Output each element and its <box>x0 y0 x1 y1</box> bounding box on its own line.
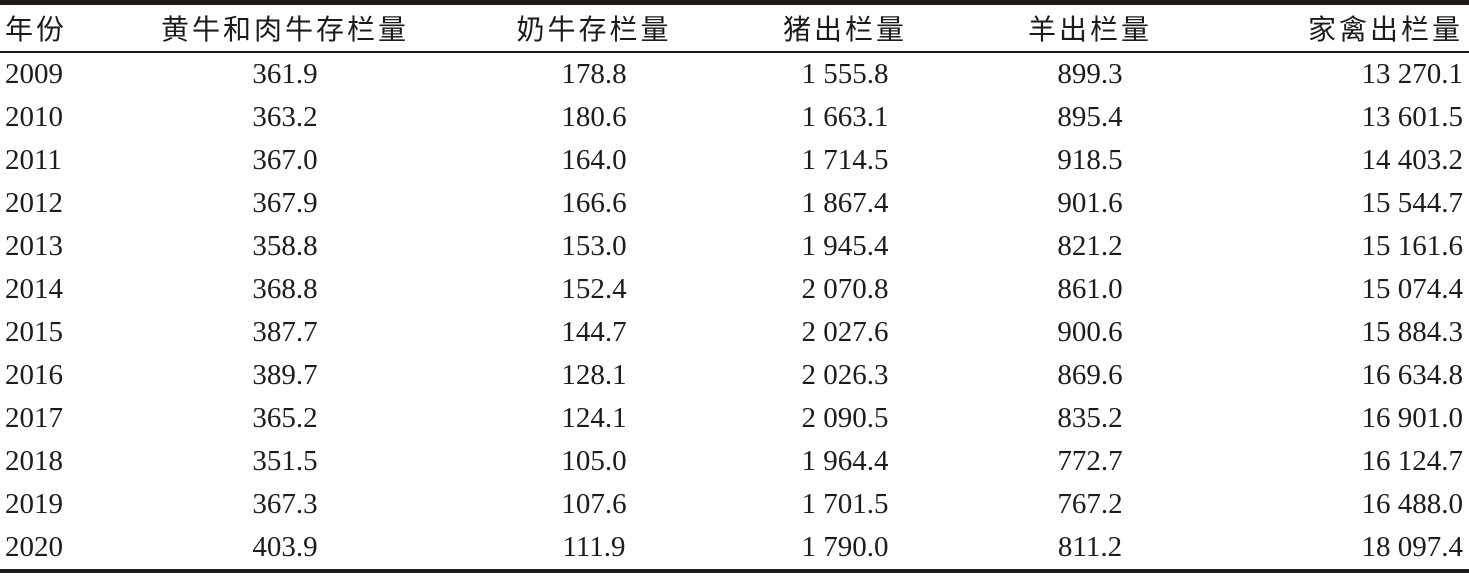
table-row: 2017 365.2 124.1 2 090.5 835.2 16 901.0 <box>0 397 1469 440</box>
table-row: 2011 367.0 164.0 1 714.5 918.5 14 403.2 <box>0 139 1469 182</box>
value-cell: 178.8 <box>561 58 627 90</box>
value-cell: 900.6 <box>1057 316 1123 348</box>
value-cell: 1 663.1 <box>801 101 889 133</box>
value-cell: 2 026.3 <box>801 359 889 391</box>
value-cell: 15 074.4 <box>1361 273 1464 305</box>
value-cell: 1 555.8 <box>801 58 889 90</box>
value-cell: 18 097.4 <box>1361 531 1464 563</box>
value-cell: 361.9 <box>252 58 318 90</box>
value-cell: 2 070.8 <box>801 273 889 305</box>
value-cell: 180.6 <box>561 101 627 133</box>
value-cell: 144.7 <box>561 316 627 348</box>
value-cell: 367.0 <box>252 144 318 176</box>
column-header-pig-slaughter: 猪出栏量 <box>782 15 907 46</box>
value-cell: 105.0 <box>561 445 627 477</box>
table-row: 2018 351.5 105.0 1 964.4 772.7 16 124.7 <box>0 440 1469 483</box>
value-cell: 365.2 <box>252 402 318 434</box>
value-cell: 15 161.6 <box>1361 230 1464 262</box>
table-row: 2010 363.2 180.6 1 663.1 895.4 13 601.5 <box>0 96 1469 139</box>
table-row: 2020 403.9 111.9 1 790.0 811.2 18 097.4 <box>0 526 1469 571</box>
column-header-poultry-slaughter: 家禽出栏量 <box>1307 15 1463 46</box>
value-cell: 16 901.0 <box>1361 402 1464 434</box>
value-cell: 124.1 <box>561 402 627 434</box>
value-cell: 351.5 <box>252 445 318 477</box>
value-cell: 363.2 <box>252 101 318 133</box>
year-cell: 2013 <box>5 230 63 262</box>
value-cell: 1 945.4 <box>801 230 889 262</box>
value-cell: 15 544.7 <box>1361 187 1464 219</box>
table-body: 2009 361.9 178.8 1 555.8 899.3 13 270.1 2010 36… <box>0 52 1469 571</box>
value-cell: 821.2 <box>1057 230 1123 262</box>
value-cell: 767.2 <box>1057 488 1123 520</box>
value-cell: 13 270.1 <box>1361 58 1464 90</box>
value-cell: 13 601.5 <box>1361 101 1464 133</box>
year-cell: 2010 <box>5 101 63 133</box>
year-cell: 2019 <box>5 488 63 520</box>
value-cell: 128.1 <box>561 359 627 391</box>
value-cell: 164.0 <box>561 144 627 176</box>
value-cell: 835.2 <box>1057 402 1123 434</box>
table-row: 2012 367.9 166.6 1 867.4 901.6 15 544.7 <box>0 182 1469 225</box>
table-row: 2015 387.7 144.7 2 027.6 900.6 15 884.3 <box>0 311 1469 354</box>
value-cell: 389.7 <box>252 359 318 391</box>
column-header-yellow-beef-cattle-inventory: 黄牛和肉牛存栏量 <box>160 15 409 46</box>
year-cell: 2012 <box>5 187 63 219</box>
value-cell: 918.5 <box>1057 144 1123 176</box>
value-cell: 2 090.5 <box>801 402 889 434</box>
year-cell: 2017 <box>5 402 63 434</box>
value-cell: 1 867.4 <box>801 187 889 219</box>
value-cell: 152.4 <box>561 273 627 305</box>
value-cell: 107.6 <box>561 488 627 520</box>
table-row: 2019 367.3 107.6 1 701.5 767.2 16 488.0 <box>0 483 1469 526</box>
value-cell: 1 790.0 <box>801 531 889 563</box>
table-row: 2013 358.8 153.0 1 945.4 821.2 15 161.6 <box>0 225 1469 268</box>
value-cell: 16 488.0 <box>1361 488 1464 520</box>
value-cell: 869.6 <box>1057 359 1123 391</box>
year-cell: 2018 <box>5 445 63 477</box>
header-row: 年份 黄牛和肉牛存栏量 奶牛存栏量 猪出栏量 羊出栏量 家禽出栏量 <box>0 3 1469 52</box>
value-cell: 1 701.5 <box>801 488 889 520</box>
value-cell: 367.9 <box>252 187 318 219</box>
table-header: 年份 黄牛和肉牛存栏量 奶牛存栏量 猪出栏量 羊出栏量 家禽出栏量 <box>0 3 1469 52</box>
value-cell: 153.0 <box>561 230 627 262</box>
value-cell: 368.8 <box>252 273 318 305</box>
year-cell: 2011 <box>5 144 62 176</box>
value-cell: 811.2 <box>1057 531 1123 563</box>
value-cell: 1 714.5 <box>801 144 889 176</box>
value-cell: 403.9 <box>252 531 318 563</box>
table-row: 2016 389.7 128.1 2 026.3 869.6 16 634.8 <box>0 354 1469 397</box>
value-cell: 1 964.4 <box>801 445 889 477</box>
table-row: 2014 368.8 152.4 2 070.8 861.0 15 074.4 <box>0 268 1469 311</box>
value-cell: 14 403.2 <box>1361 144 1464 176</box>
value-cell: 16 124.7 <box>1361 445 1464 477</box>
value-cell: 387.7 <box>252 316 318 348</box>
value-cell: 2 027.6 <box>801 316 889 348</box>
value-cell: 367.3 <box>252 488 318 520</box>
value-cell: 358.8 <box>252 230 318 262</box>
value-cell: 772.7 <box>1057 445 1123 477</box>
value-cell: 901.6 <box>1057 187 1123 219</box>
year-cell: 2020 <box>5 531 63 563</box>
year-cell: 2016 <box>5 359 63 391</box>
value-cell: 15 884.3 <box>1361 316 1464 348</box>
value-cell: 895.4 <box>1057 101 1123 133</box>
value-cell: 111.9 <box>562 531 626 563</box>
value-cell: 899.3 <box>1057 58 1123 90</box>
table-row: 2009 361.9 178.8 1 555.8 899.3 13 270.1 <box>0 52 1469 96</box>
year-cell: 2014 <box>5 273 63 305</box>
column-header-dairy-cattle-inventory: 奶牛存栏量 <box>516 15 672 46</box>
year-cell: 2015 <box>5 316 63 348</box>
value-cell: 166.6 <box>561 187 627 219</box>
value-cell: 16 634.8 <box>1361 359 1464 391</box>
year-cell: 2009 <box>5 58 63 90</box>
column-header-sheep-slaughter: 羊出栏量 <box>1027 15 1152 46</box>
column-header-year: 年份 <box>5 15 68 46</box>
value-cell: 861.0 <box>1057 273 1123 305</box>
